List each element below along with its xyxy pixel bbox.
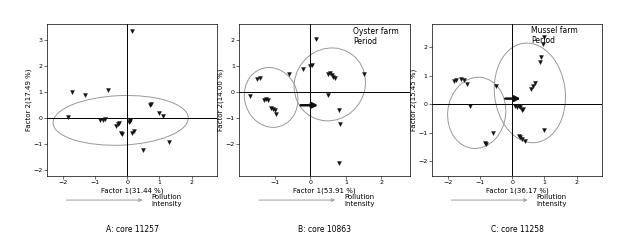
Point <box>512 105 522 109</box>
Point <box>515 105 525 109</box>
Point <box>540 128 550 132</box>
Point <box>480 141 490 145</box>
Point <box>117 132 127 136</box>
Point <box>530 81 540 85</box>
Point <box>158 114 168 118</box>
Point <box>147 102 156 106</box>
Y-axis label: Factor 2(15.45 %): Factor 2(15.45 %) <box>410 69 417 131</box>
Point <box>268 107 278 111</box>
Point <box>98 118 108 122</box>
Point <box>307 63 317 67</box>
Point <box>127 29 137 33</box>
Point <box>323 72 333 76</box>
Point <box>127 131 137 135</box>
Point <box>129 129 138 133</box>
Point <box>125 119 135 123</box>
Y-axis label: Factor 2(17.49 %): Factor 2(17.49 %) <box>25 69 32 131</box>
Text: Mussel farm
Period: Mussel farm Period <box>532 26 578 45</box>
Point <box>103 88 113 92</box>
Point <box>310 37 320 41</box>
Point <box>113 122 123 126</box>
Point <box>465 104 475 108</box>
Point <box>462 82 472 86</box>
Text: B: core 10863: B: core 10863 <box>298 225 351 234</box>
X-axis label: Factor 1(53.91 %): Factor 1(53.91 %) <box>293 188 356 194</box>
Point <box>155 111 165 115</box>
Point <box>456 77 466 81</box>
Point <box>263 98 273 102</box>
Text: Pollution
Intensity: Pollution Intensity <box>537 193 568 207</box>
Point <box>323 93 333 97</box>
Point <box>125 118 135 122</box>
Point <box>270 109 279 112</box>
Point <box>491 84 501 88</box>
Point <box>164 140 174 144</box>
Point <box>519 107 528 111</box>
Point <box>111 124 121 128</box>
Point <box>359 72 369 76</box>
Point <box>138 148 148 152</box>
Y-axis label: Factor 2(14.00 %): Factor 2(14.00 %) <box>218 69 224 131</box>
Point <box>517 108 527 112</box>
Point <box>488 131 498 135</box>
Point <box>514 134 524 138</box>
Point <box>306 64 315 68</box>
Point <box>538 42 548 46</box>
Point <box>459 78 469 82</box>
Point <box>451 78 461 82</box>
Point <box>80 93 90 97</box>
Point <box>255 76 265 80</box>
Point <box>481 142 491 146</box>
Point <box>325 71 335 75</box>
Text: Pollution
Intensity: Pollution Intensity <box>152 193 183 207</box>
Point <box>536 55 546 59</box>
Point <box>114 121 124 125</box>
Point <box>514 104 524 108</box>
Point <box>335 122 345 125</box>
X-axis label: Factor 1(31.44 %): Factor 1(31.44 %) <box>101 188 163 194</box>
Point <box>327 73 337 77</box>
X-axis label: Factor 1(36.17 %): Factor 1(36.17 %) <box>486 188 548 194</box>
Point <box>333 161 343 165</box>
Text: Pollution
Intensity: Pollution Intensity <box>344 193 375 207</box>
Point <box>298 67 308 71</box>
Point <box>145 103 155 107</box>
Point <box>329 75 338 79</box>
Point <box>95 118 105 122</box>
Point <box>259 98 269 102</box>
Point <box>517 137 527 141</box>
Point <box>266 106 276 110</box>
Point <box>528 84 538 88</box>
Point <box>520 140 530 143</box>
Point <box>284 72 294 76</box>
Point <box>68 90 78 94</box>
Point <box>527 87 537 91</box>
Point <box>333 109 343 112</box>
Point <box>252 77 262 81</box>
Point <box>99 117 109 121</box>
Point <box>330 76 340 80</box>
Point <box>510 104 520 108</box>
Point <box>124 120 134 124</box>
Point <box>245 94 255 98</box>
Point <box>515 135 525 139</box>
Text: A: core 11257: A: core 11257 <box>106 225 158 234</box>
Point <box>261 97 271 101</box>
Point <box>116 131 125 135</box>
Point <box>540 35 550 39</box>
Point <box>271 112 281 116</box>
Point <box>449 80 459 83</box>
Point <box>535 60 545 63</box>
Point <box>63 115 73 119</box>
Text: C: core 11258: C: core 11258 <box>491 225 543 234</box>
Text: Oyster farm
Period: Oyster farm Period <box>353 27 399 46</box>
